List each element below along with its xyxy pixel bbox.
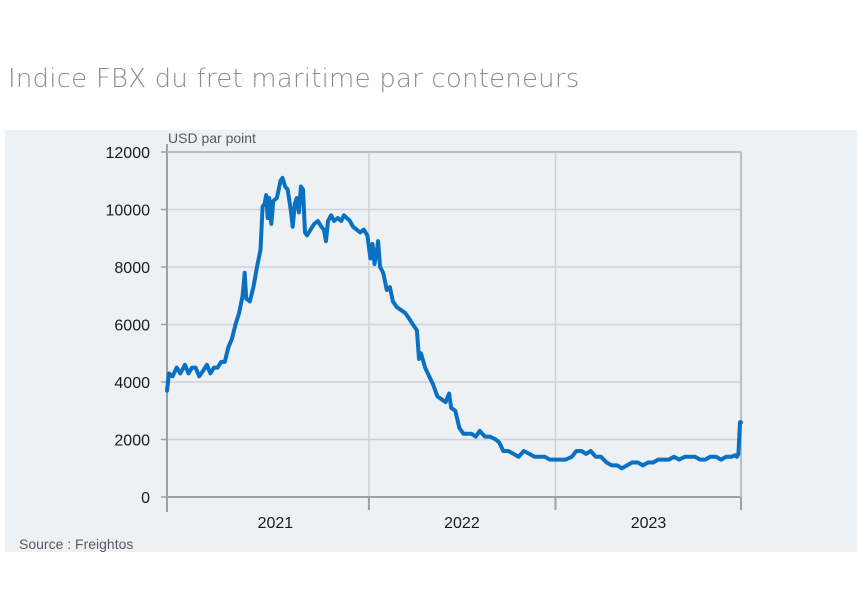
x-tick-label: 2021 [258, 515, 294, 532]
y-tick-label: 4000 [114, 375, 150, 392]
x-tick-label: 2023 [631, 515, 667, 532]
y-tick-label: 6000 [114, 318, 150, 335]
y-tick-label: 2000 [114, 433, 150, 450]
grid-layer [167, 151, 741, 497]
tick-labels: 0 2000 4000 6000 8000 10000 12000 2021 2022 2023 [106, 145, 667, 532]
unit-label: USD par point [168, 130, 256, 146]
page-title: Indice FBX du fret maritime par conteneu… [8, 64, 580, 94]
y-tick-label: 8000 [114, 260, 150, 277]
series-layer [165, 175, 743, 471]
y-tick-label: 12000 [106, 145, 151, 162]
y-tick-label: 0 [141, 490, 150, 507]
y-tick-label: 10000 [106, 203, 151, 220]
source-note: Source : Freightos [19, 536, 134, 552]
x-tick-label: 2022 [444, 515, 480, 532]
series-line [165, 175, 743, 471]
